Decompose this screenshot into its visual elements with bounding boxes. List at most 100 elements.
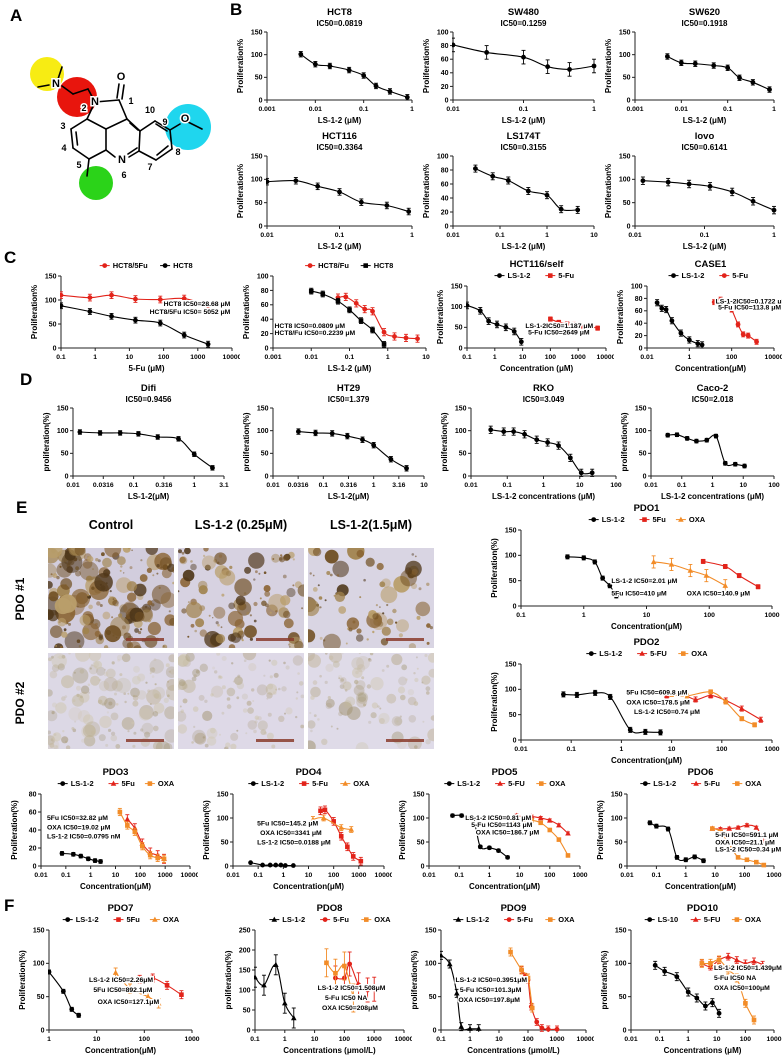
svg-text:proliferation(%): proliferation(%) [242,412,251,471]
micrograph-row-label-pdo2: PDO #2 [13,681,27,725]
svg-text:100: 100 [726,354,738,361]
svg-text:50: 50 [619,994,627,1001]
svg-text:PDO4: PDO4 [296,767,323,778]
svg-text:10000: 10000 [395,1036,412,1043]
svg-text:60: 60 [441,181,449,188]
svg-text:100: 100 [768,482,780,489]
svg-text:100: 100 [217,815,229,822]
svg-text:LS-1-2: LS-1-2 [653,779,676,788]
svg-text:1000: 1000 [351,872,366,879]
svg-text:0: 0 [53,345,57,352]
svg-text:100: 100 [610,482,622,489]
svg-text:40: 40 [441,70,449,77]
svg-text:0.01: 0.01 [464,482,477,489]
svg-text:5-Fu (μM): 5-Fu (μM) [129,364,165,373]
svg-text:0.1: 0.1 [345,354,355,361]
svg-text:150: 150 [451,283,463,290]
chart-pdo3: 0 20 40 60 80 0.01 0.1 1 10 100 1000 10000 Concentra… [10,767,198,891]
svg-text:50: 50 [261,451,269,458]
svg-text:100: 100 [437,29,449,36]
svg-text:6: 6 [121,170,126,180]
svg-text:100: 100 [339,1036,351,1043]
svg-text:0.1: 0.1 [503,482,513,489]
chart-hct8-fu-ls12: 0 20 40 60 80 100 0.001 0.01 0.1 1 10 LS-1-2 (μM) Pr… [242,261,430,373]
svg-text:0: 0 [445,223,449,230]
svg-text:SW620: SW620 [689,7,720,18]
chart-rko: 0 50 100 150 0.01 0.1 1 10 100 LS-1-2 concentrati… [440,383,622,501]
svg-text:10: 10 [112,872,120,879]
svg-text:100: 100 [425,961,437,968]
svg-text:5-Fu: 5-Fu [704,779,720,788]
chart-pdo10: 0 50 100 150 0.01 0.1 1 10 100 1000 Concentrations… [600,903,782,1055]
svg-text:OXA IC50=208μM: OXA IC50=208μM [322,1005,378,1012]
svg-text:0.1: 0.1 [61,872,71,879]
svg-text:Caco-2: Caco-2 [697,383,729,394]
svg-text:LS-1-2: LS-1-2 [682,271,705,280]
svg-text:0.01: 0.01 [266,482,279,489]
svg-text:1: 1 [620,746,624,753]
svg-text:Concentration(μM): Concentration(μM) [273,882,344,891]
svg-text:10: 10 [495,1036,503,1043]
svg-text:PDO8: PDO8 [317,903,343,914]
svg-text:100: 100 [739,872,751,879]
svg-text:LS-1-2 (μM): LS-1-2 (μM) [683,116,727,125]
svg-text:50: 50 [37,994,45,1001]
svg-text:0.0316: 0.0316 [288,482,309,489]
svg-text:5Fu IC50=892.1μM: 5Fu IC50=892.1μM [93,987,152,994]
svg-text:HCT8: HCT8 [173,261,193,270]
svg-text:3.16: 3.16 [392,482,405,489]
svg-text:10000: 10000 [375,872,392,879]
svg-text:1000: 1000 [549,1036,564,1043]
svg-text:100: 100 [522,1036,534,1043]
svg-text:40: 40 [441,195,449,202]
svg-text:Proliferation%: Proliferation% [604,39,613,93]
svg-text:LS-1-2 IC50=0.81 μM: LS-1-2 IC50=0.81 μM [465,815,531,822]
svg-text:40: 40 [635,321,643,328]
svg-text:N: N [91,96,99,108]
svg-text:proliferation(%): proliferation(%) [600,950,609,1009]
svg-text:10: 10 [739,482,747,489]
svg-text:IC50=0.6141: IC50=0.6141 [681,143,728,152]
svg-text:5-Fu IC50=1143 μM: 5-Fu IC50=1143 μM [471,822,532,829]
svg-text:Proliferation(%): Proliferation(%) [490,672,499,732]
svg-text:OXA IC50=3341 μM: OXA IC50=3341 μM [260,830,322,837]
svg-text:0.1: 0.1 [677,482,687,489]
svg-text:40: 40 [261,317,269,324]
svg-text:LS-1-2 IC50=0.3951μM: LS-1-2 IC50=0.3951μM [456,977,528,984]
chart-pdo7: 0 50 100 150 1 10 100 1000 Concentration(μM) Prol… [18,903,200,1055]
svg-text:LS-1-2: LS-1-2 [261,779,284,788]
svg-text:Concentration(μM): Concentration(μM) [611,622,682,631]
svg-text:OXA: OXA [689,515,706,524]
svg-text:0.01: 0.01 [260,232,273,239]
svg-text:LS-1-2 concentrations (μM): LS-1-2 concentrations (μM) [492,492,595,501]
svg-text:0: 0 [225,863,229,870]
svg-text:0.1: 0.1 [250,1036,260,1043]
svg-text:proliferation(%): proliferation(%) [620,412,629,471]
svg-text:OXA: OXA [558,915,575,924]
svg-text:Proliferation(%): Proliferation(%) [398,800,407,860]
svg-text:20: 20 [441,84,449,91]
svg-text:LS-1-2 IC50=0.0795 nM: LS-1-2 IC50=0.0795 nM [47,834,121,841]
svg-text:1000: 1000 [766,1036,781,1043]
svg-text:5-Fu IC50=113.8 μM: 5-Fu IC50=113.8 μM [718,305,781,312]
svg-text:LS-1-2 concentrations (μM): LS-1-2 concentrations (μM) [661,492,764,501]
svg-text:LS-1-2 IC50=2.01 μM: LS-1-2 IC50=2.01 μM [611,578,677,585]
svg-text:60: 60 [635,308,643,315]
svg-text:HCT8 IC50=28.68 μM: HCT8 IC50=28.68 μM [164,301,231,308]
chart-hct116-self: 0 50 100 150 0.1 1 10 100 1000 10000 Concentration… [436,259,614,373]
svg-text:0.01: 0.01 [514,746,527,753]
svg-text:0.01: 0.01 [644,482,657,489]
svg-text:PDO10: PDO10 [687,903,718,914]
svg-text:Proliferation(%): Proliferation(%) [10,800,19,860]
svg-text:HCT8/5Fu: HCT8/5Fu [113,261,148,270]
svg-text:5-Fu IC50=591.1 μM: 5-Fu IC50=591.1 μM [715,832,779,839]
svg-text:5-FU: 5-FU [508,779,525,788]
svg-text:0: 0 [513,603,517,610]
svg-text:IC50=0.9456: IC50=0.9456 [125,395,172,404]
svg-text:150: 150 [33,927,45,934]
svg-text:60: 60 [261,302,269,309]
svg-text:OXA IC50=140.9 μM: OXA IC50=140.9 μM [687,590,751,597]
svg-text:OXA IC50=186.7 μM: OXA IC50=186.7 μM [476,829,540,836]
svg-text:0.1: 0.1 [335,232,345,239]
svg-text:10: 10 [713,1036,721,1043]
